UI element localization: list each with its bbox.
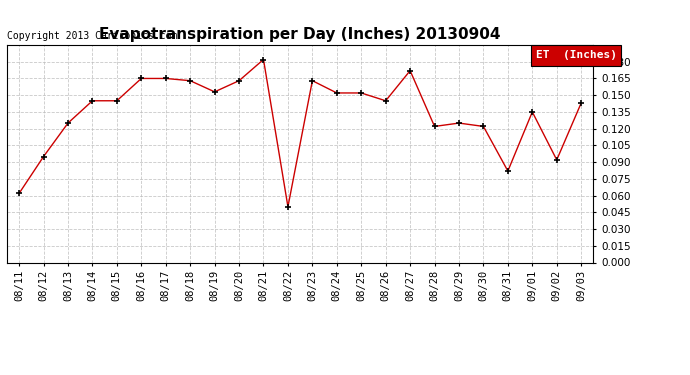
Text: ET  (Inches): ET (Inches) <box>535 50 617 60</box>
Title: Evapotranspiration per Day (Inches) 20130904: Evapotranspiration per Day (Inches) 2013… <box>99 27 501 42</box>
Text: Copyright 2013 Cartronics.com: Copyright 2013 Cartronics.com <box>7 31 177 40</box>
FancyBboxPatch shape <box>531 45 621 66</box>
